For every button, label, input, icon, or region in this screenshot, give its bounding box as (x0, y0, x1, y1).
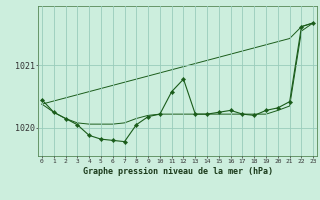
X-axis label: Graphe pression niveau de la mer (hPa): Graphe pression niveau de la mer (hPa) (83, 167, 273, 176)
